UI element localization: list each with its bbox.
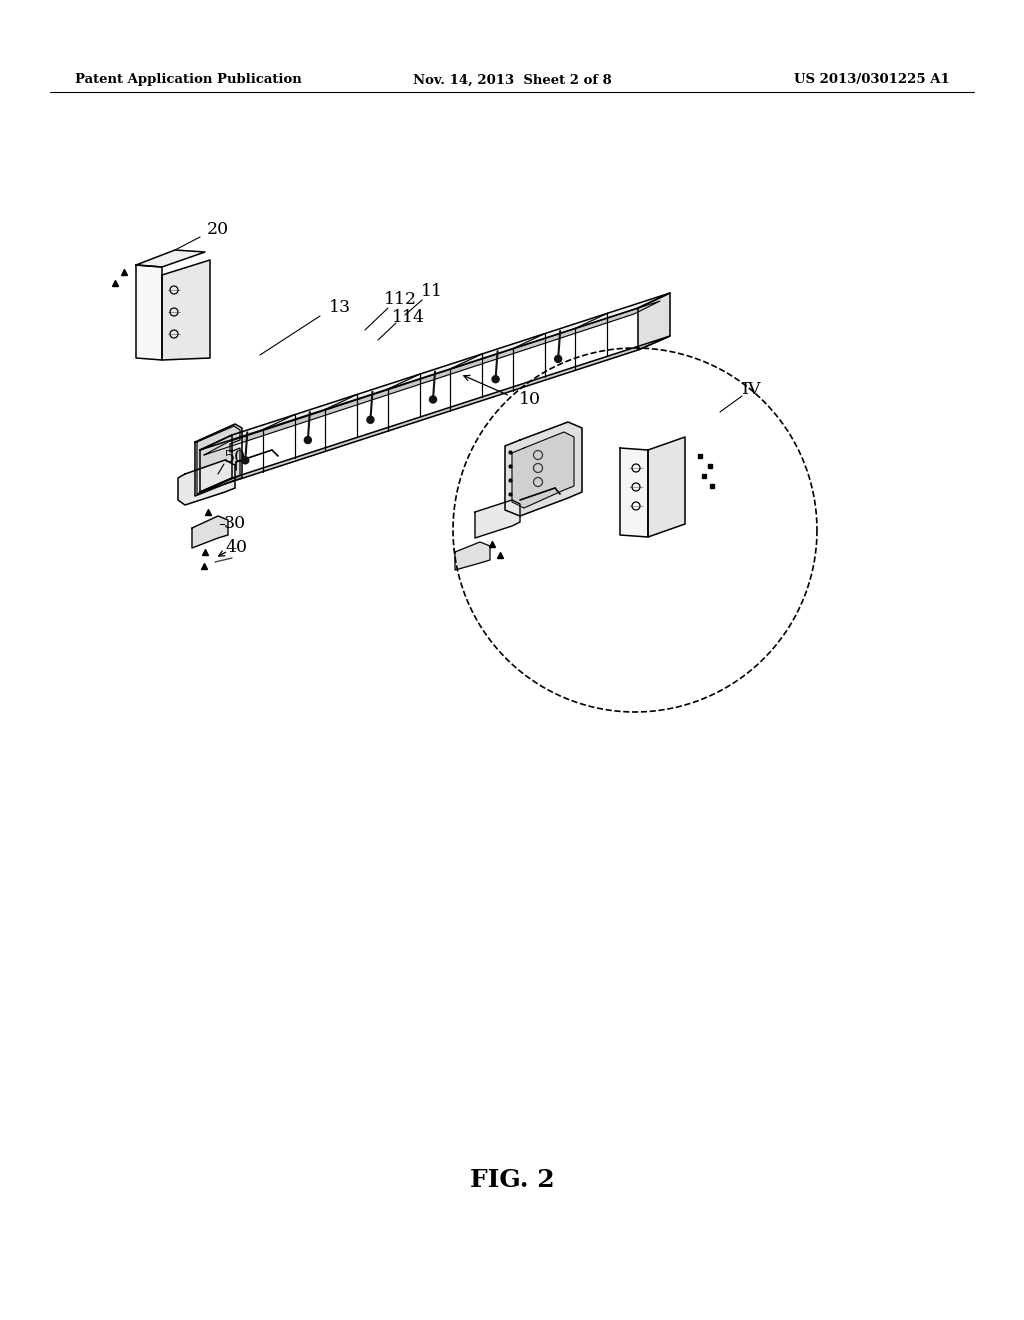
Polygon shape [200, 436, 232, 492]
Polygon shape [620, 447, 648, 537]
Text: IV: IV [742, 381, 762, 399]
Circle shape [429, 396, 436, 403]
Polygon shape [200, 293, 670, 450]
Polygon shape [178, 459, 234, 506]
Polygon shape [204, 301, 660, 455]
Text: 40: 40 [225, 540, 247, 557]
Text: 10: 10 [519, 392, 541, 408]
Polygon shape [136, 265, 162, 360]
Polygon shape [638, 293, 670, 350]
Text: US 2013/0301225 A1: US 2013/0301225 A1 [795, 74, 950, 87]
Polygon shape [193, 516, 228, 548]
Text: 30: 30 [224, 516, 246, 532]
Polygon shape [648, 437, 685, 537]
Polygon shape [505, 422, 582, 516]
Circle shape [304, 437, 311, 444]
Polygon shape [136, 249, 205, 267]
Text: 50: 50 [224, 450, 246, 466]
Polygon shape [475, 500, 520, 539]
Polygon shape [455, 543, 490, 570]
Circle shape [555, 355, 561, 363]
Polygon shape [512, 432, 574, 508]
Circle shape [242, 457, 249, 463]
Text: 13: 13 [329, 300, 351, 317]
Circle shape [367, 416, 374, 424]
Polygon shape [195, 424, 242, 496]
Polygon shape [197, 426, 240, 494]
Polygon shape [162, 260, 210, 360]
Text: Nov. 14, 2013  Sheet 2 of 8: Nov. 14, 2013 Sheet 2 of 8 [413, 74, 611, 87]
Polygon shape [200, 337, 670, 492]
Text: Patent Application Publication: Patent Application Publication [75, 74, 302, 87]
Text: 11: 11 [421, 284, 443, 301]
Text: FIG. 2: FIG. 2 [470, 1168, 554, 1192]
Text: 114: 114 [391, 309, 425, 326]
Circle shape [493, 376, 499, 383]
Text: 20: 20 [207, 222, 229, 239]
Text: 112: 112 [383, 292, 417, 309]
